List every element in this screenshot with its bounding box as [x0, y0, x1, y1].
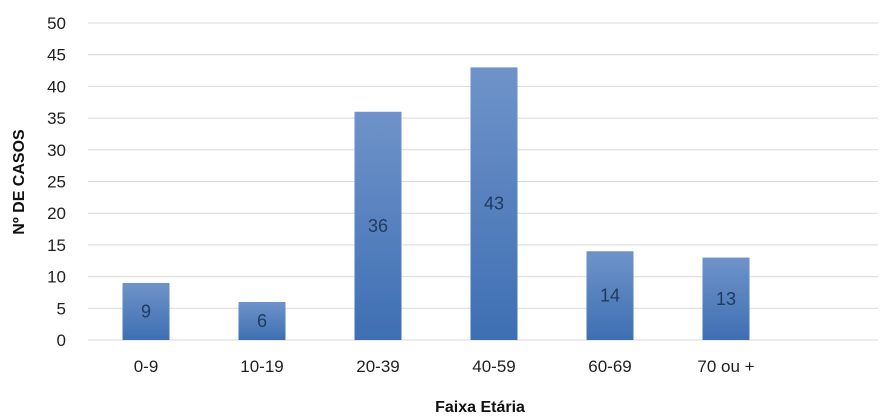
y-tick-label: 0 [57, 331, 66, 350]
y-tick-label: 10 [47, 268, 66, 287]
bar [702, 257, 750, 340]
y-tick-label: 20 [47, 204, 66, 223]
y-tick-label: 35 [47, 109, 66, 128]
x-tick-label: 20-39 [356, 357, 399, 376]
y-axis-title: Nº DE CASOS [11, 129, 28, 235]
bar-data-label: 6 [257, 311, 267, 331]
bar-data-label: 13 [716, 289, 736, 309]
bar-data-label: 14 [600, 286, 620, 306]
bar [238, 301, 286, 340]
y-tick-label: 50 [47, 14, 66, 33]
y-tick-label: 25 [47, 173, 66, 192]
bar [586, 251, 634, 340]
x-tick-label: 70 ou + [697, 357, 754, 376]
y-tick-label: 40 [47, 77, 66, 96]
x-tick-label: 10-19 [240, 357, 283, 376]
y-tick-label: 5 [57, 299, 66, 318]
x-tick-label: 60-69 [588, 357, 631, 376]
y-tick-label: 15 [47, 236, 66, 255]
bar [470, 67, 518, 340]
bar-data-label: 9 [141, 301, 151, 321]
x-axis-ticks: 0-9 10-19 20-39 40-59 60-69 70 ou + [134, 357, 755, 376]
x-tick-label: 40-59 [472, 357, 515, 376]
y-tick-label: 45 [47, 46, 66, 65]
bar-data-label: 43 [484, 194, 504, 214]
bars: 9 6 36 43 14 13 [122, 67, 750, 340]
bar-data-label: 36 [368, 216, 388, 236]
y-tick-label: 30 [47, 141, 66, 160]
bar [354, 111, 402, 340]
bar [122, 282, 170, 340]
x-tick-label: 0-9 [134, 357, 159, 376]
x-axis-title: Faixa Etária [435, 399, 525, 416]
y-axis-ticks: 0 5 10 15 20 25 30 35 40 45 50 [47, 14, 66, 350]
